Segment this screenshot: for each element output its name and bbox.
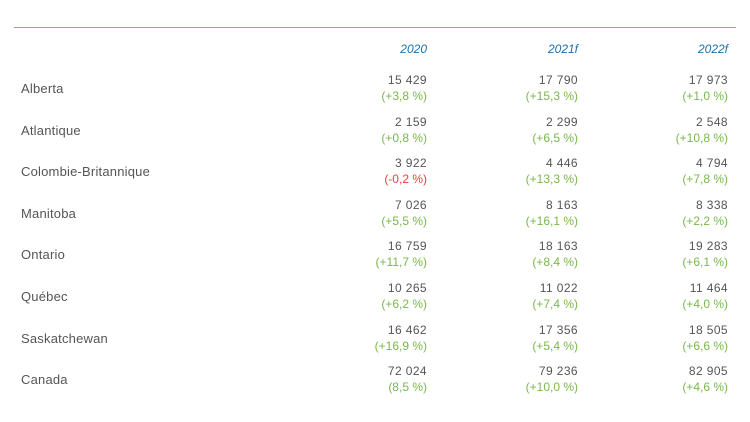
table-cell: 8 163 (+16,1 %): [478, 197, 578, 229]
cell-change: (+2,2 %): [682, 213, 728, 228]
cell-value: 10 265: [387, 281, 427, 295]
cell-change: (+6,1 %): [682, 255, 728, 270]
table-cell: 18 163 (+8,4 %): [478, 238, 578, 270]
table-cell: 11 464 (+4,0 %): [628, 280, 728, 312]
cell-value: 19 283: [688, 239, 728, 254]
cell-change: (+15,3 %): [525, 89, 578, 103]
column-header-0: 2020: [400, 42, 427, 56]
cell-value: 17 356: [538, 322, 578, 337]
cell-value: 17 973: [688, 73, 728, 87]
table-cell: 17 973 (+1,0 %): [628, 72, 728, 104]
cell-change: (+7,8 %): [682, 172, 728, 187]
cell-change: (+6,5 %): [532, 130, 578, 145]
table-cell: 16 759 (+11,7 %): [327, 238, 427, 270]
cell-change: (+16,9 %): [374, 338, 427, 353]
table-cell: 79 236 (+10,0 %): [478, 363, 578, 395]
table-cell: 4 446 (+13,3 %): [478, 155, 578, 187]
table-cell: 2 548 (+10,8 %): [628, 114, 728, 146]
cell-value: 16 759: [387, 239, 427, 254]
cell-change: (+5,5 %): [381, 213, 427, 228]
cell-change: (+4,6 %): [682, 380, 728, 395]
column-header-2: 2022f: [697, 42, 728, 56]
cell-change: (+7,4 %): [532, 297, 578, 311]
cell-value: 18 163: [538, 239, 578, 254]
table-cell: 2 299 (+6,5 %): [478, 114, 578, 146]
cell-change: (+11,7 %): [375, 255, 427, 270]
cell-change: (+5,4 %): [532, 338, 578, 353]
cell-change: (8,5 %): [388, 380, 427, 395]
cell-change: (-0,2 %): [384, 172, 427, 187]
cell-change: (+10,8 %): [675, 130, 728, 145]
cell-change: (+0,8 %): [381, 130, 427, 145]
table-cell: 2 159 (+0,8 %): [327, 114, 427, 146]
cell-value: 2 299: [545, 114, 578, 129]
table-cell: 11 022 (+7,4 %): [478, 280, 578, 312]
cell-value: 2 159: [394, 114, 427, 129]
cell-value: 2 548: [695, 114, 728, 129]
table-cell: 18 505 (+6,6 %): [628, 322, 728, 354]
cell-value: 82 905: [688, 364, 728, 379]
cell-change: (+4,0 %): [682, 297, 728, 311]
cell-change: (+3,8 %): [381, 89, 427, 103]
row-label: Atlantique: [21, 122, 81, 138]
row-label: Saskatchewan: [21, 330, 108, 346]
cell-value: 8 338: [695, 197, 728, 212]
row-label: Alberta: [21, 81, 64, 96]
cell-change: (+10,0 %): [525, 380, 578, 395]
cell-value: 72 024: [387, 364, 427, 379]
cell-value: 8 163: [545, 197, 578, 212]
row-label: Ontario: [21, 247, 66, 263]
cell-value: 11 464: [689, 281, 728, 295]
cell-change: (+8,4 %): [532, 255, 578, 270]
table-cell: 3 922 (-0,2 %): [327, 155, 427, 187]
column-header-1: 2021f: [547, 42, 578, 56]
table-cell: 15 429 (+3,8 %): [327, 72, 427, 104]
cell-change: (+13,3 %): [525, 172, 578, 187]
cell-value: 16 462: [387, 322, 427, 337]
row-label: Canada: [21, 372, 68, 388]
table-cell: 72 024 (8,5 %): [327, 363, 427, 395]
cell-value: 15 429: [387, 73, 427, 87]
top-rule: [14, 27, 736, 28]
cell-value: 11 022: [539, 281, 578, 295]
table-cell: 7 026 (+5,5 %): [327, 197, 427, 229]
cell-change: (+6,6 %): [682, 338, 728, 353]
cell-value: 79 236: [538, 364, 578, 379]
table-cell: 4 794 (+7,8 %): [628, 155, 728, 187]
table-cell: 10 265 (+6,2 %): [327, 280, 427, 312]
table-cell: 19 283 (+6,1 %): [628, 238, 728, 270]
cell-value: 4 446: [545, 156, 578, 171]
cell-value: 18 505: [688, 322, 728, 337]
cell-change: (+16,1 %): [525, 213, 578, 228]
row-label: Colombie-Britannique: [21, 164, 151, 180]
cell-value: 7 026: [394, 197, 427, 212]
cell-change: (+1,0 %): [682, 89, 728, 103]
cell-value: 17 790: [538, 73, 578, 87]
table-cell: 17 790 (+15,3 %): [478, 72, 578, 104]
cell-value: 3 922: [394, 156, 427, 171]
cell-change: (+6,2 %): [381, 297, 427, 311]
table-cell: 16 462 (+16,9 %): [327, 322, 427, 354]
cell-value: 4 794: [695, 156, 728, 171]
row-label: Québec: [21, 289, 68, 304]
table-cell: 17 356 (+5,4 %): [478, 322, 578, 354]
table-cell: 82 905 (+4,6 %): [628, 363, 728, 395]
table-cell: 8 338 (+2,2 %): [628, 197, 728, 229]
row-label: Manitoba: [21, 205, 77, 221]
